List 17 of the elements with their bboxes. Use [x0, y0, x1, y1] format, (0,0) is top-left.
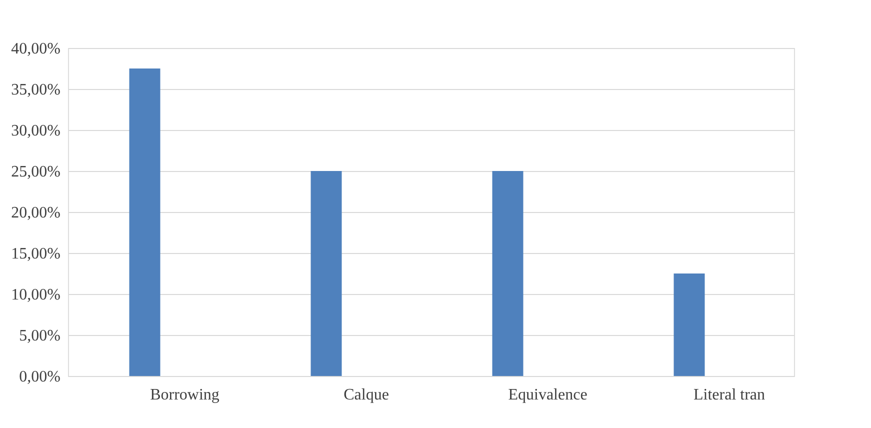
y-tick-label: 30,00%	[11, 122, 60, 140]
y-tick-label: 35,00%	[11, 82, 60, 98]
y-tick-label: 25,00%	[11, 164, 60, 180]
y-tick-label: 5,00%	[19, 328, 60, 344]
y-tick-label: 40,00%	[11, 40, 60, 58]
bar	[310, 171, 342, 376]
bar	[492, 171, 524, 376]
y-tick-label: 0,00%	[19, 368, 60, 386]
x-tick-label: Literal tran	[693, 386, 766, 404]
x-tick-label: Equivalence	[508, 386, 588, 404]
x-tick-label: Borrowing	[150, 386, 220, 404]
bar	[674, 274, 705, 376]
bar	[129, 68, 160, 376]
y-tick-label: 20,00%	[11, 204, 60, 222]
y-tick-label: 10,00%	[11, 286, 60, 304]
y-tick-label: 15,00%	[11, 246, 60, 262]
x-tick-label: Calque	[344, 386, 389, 404]
